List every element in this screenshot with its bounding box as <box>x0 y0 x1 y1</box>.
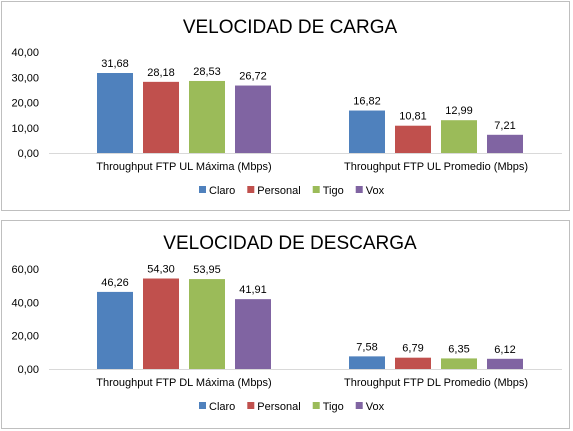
legend-swatch-tigo <box>312 186 320 193</box>
data-label: 6,79 <box>402 343 423 355</box>
y-tick-label: 40,00 <box>11 297 39 309</box>
legend-swatch-vox <box>355 186 363 193</box>
bar-claro <box>349 110 385 153</box>
bar-personal <box>143 278 179 369</box>
y-tick-label: 60,00 <box>11 264 39 276</box>
data-label: 6,12 <box>494 344 515 356</box>
data-label: 41,91 <box>239 284 267 296</box>
data-label: 7,21 <box>494 120 515 132</box>
legend-swatch-vox <box>355 402 363 409</box>
upload-speed-chart-svg: VELOCIDAD DE CARGA 0,00 10,00 20,00 30,00 40… <box>11 17 562 197</box>
y-tick-label: 10,00 <box>11 123 39 135</box>
y-tick-label: 20,00 <box>11 98 39 110</box>
bar-claro <box>97 73 133 153</box>
download-speed-chart-svg: VELOCIDAD DE DESCARGA 0,00 20,00 40,00 60,0… <box>11 233 562 413</box>
legend-label-claro: Claro <box>209 401 235 413</box>
bar-claro <box>97 291 133 369</box>
legend-label-personal: Personal <box>257 401 300 413</box>
category-label: Throughput FTP DL Máxima (Mbps) <box>96 377 271 389</box>
bar-claro <box>349 356 385 369</box>
y-tick-label: 30,00 <box>11 72 39 84</box>
data-label: 12,99 <box>445 105 473 117</box>
bar-vox <box>487 358 523 369</box>
bar-tigo <box>189 279 225 369</box>
chart-title: VELOCIDAD DE DESCARGA <box>163 233 417 254</box>
data-label: 46,26 <box>101 277 129 289</box>
data-label: 28,18 <box>147 67 175 79</box>
data-label: 31,68 <box>101 58 129 70</box>
bar-vox <box>235 85 271 153</box>
legend-swatch-claro <box>199 402 206 409</box>
legend-swatch-personal <box>247 402 255 409</box>
legend-swatch-personal <box>247 186 255 193</box>
data-label: 6,35 <box>448 343 469 355</box>
data-label: 53,95 <box>193 264 221 276</box>
data-label: 16,82 <box>353 96 381 108</box>
legend-swatch-tigo <box>312 402 320 409</box>
legend-label-vox: Vox <box>366 185 385 197</box>
category-label: Throughput FTP UL Promedio (Mbps) <box>344 161 528 173</box>
category-label: Throughput FTP UL Máxima (Mbps) <box>96 161 271 173</box>
legend-label-tigo: Tigo <box>323 185 344 197</box>
upload-speed-chart: VELOCIDAD DE CARGA 0,00 10,00 20,00 30,00 40… <box>1 1 570 211</box>
data-label: 7,58 <box>356 341 377 353</box>
category-label: Throughput FTP DL Promedio (Mbps) <box>344 377 528 389</box>
data-label: 26,72 <box>239 71 267 83</box>
bar-tigo <box>441 358 477 369</box>
bar-personal <box>395 125 431 153</box>
legend-label-tigo: Tigo <box>323 401 344 413</box>
legend-label-vox: Vox <box>366 401 385 413</box>
bar-vox <box>235 299 271 369</box>
bar-tigo <box>189 80 225 153</box>
download-speed-chart: VELOCIDAD DE DESCARGA 0,00 20,00 40,00 60,0… <box>1 220 570 429</box>
data-label: 10,81 <box>399 111 427 123</box>
y-tick-label: 0,00 <box>18 364 39 376</box>
data-label: 28,53 <box>193 66 221 78</box>
chart-title: VELOCIDAD DE CARGA <box>183 17 398 38</box>
legend-swatch-claro <box>199 186 206 193</box>
bar-tigo <box>441 120 477 153</box>
legend-label-personal: Personal <box>257 185 300 197</box>
y-tick-label: 0,00 <box>18 148 39 160</box>
data-label: 54,30 <box>147 264 175 276</box>
y-tick-label: 40,00 <box>11 47 39 59</box>
bar-personal <box>395 357 431 369</box>
legend-label-claro: Claro <box>209 185 235 197</box>
y-tick-label: 20,00 <box>11 331 39 343</box>
bar-personal <box>143 81 179 153</box>
bar-vox <box>487 134 523 153</box>
